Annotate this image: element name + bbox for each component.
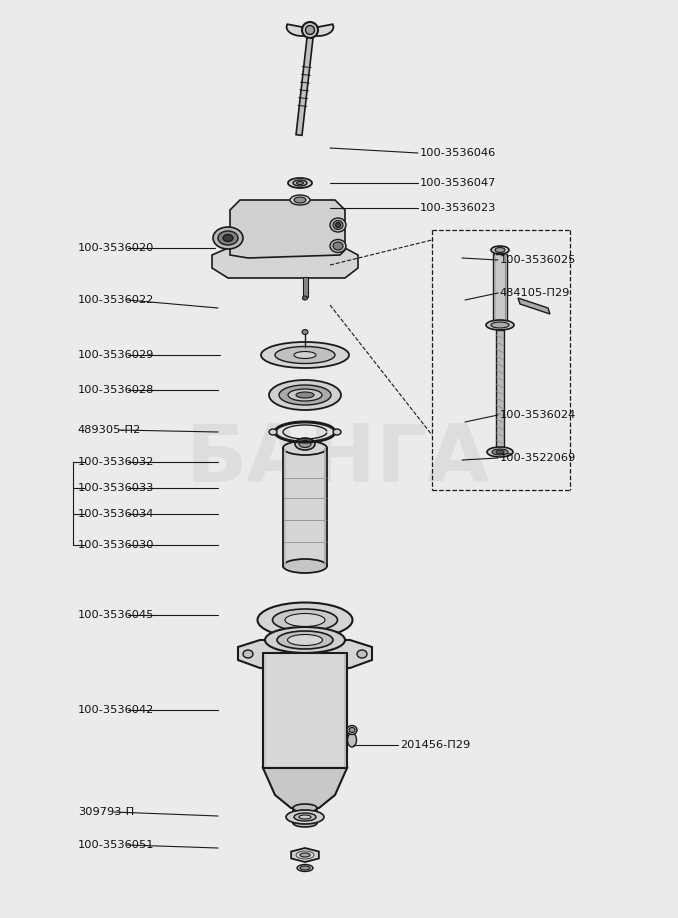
Ellipse shape <box>333 429 341 435</box>
Text: 100-3536042: 100-3536042 <box>78 705 155 715</box>
Ellipse shape <box>357 650 367 658</box>
Text: БАНГА: БАНГА <box>186 421 490 499</box>
Ellipse shape <box>297 865 313 871</box>
Polygon shape <box>291 848 319 862</box>
Text: 100-3536051: 100-3536051 <box>78 840 155 850</box>
Ellipse shape <box>302 330 308 334</box>
Text: 100-3536029: 100-3536029 <box>78 350 155 360</box>
Polygon shape <box>303 24 334 36</box>
Text: 100-3536020: 100-3536020 <box>78 243 155 253</box>
Ellipse shape <box>330 218 346 232</box>
Ellipse shape <box>486 320 514 330</box>
Ellipse shape <box>296 851 314 859</box>
Ellipse shape <box>487 447 513 457</box>
Ellipse shape <box>273 609 338 631</box>
Ellipse shape <box>333 242 343 250</box>
Ellipse shape <box>300 853 310 857</box>
Ellipse shape <box>285 613 325 626</box>
Text: 100-3536047: 100-3536047 <box>420 178 496 188</box>
Bar <box>496 330 504 450</box>
Ellipse shape <box>330 240 346 252</box>
Ellipse shape <box>299 441 311 447</box>
Text: 100-3536046: 100-3536046 <box>420 148 496 158</box>
Ellipse shape <box>261 342 349 368</box>
Polygon shape <box>518 298 550 314</box>
Ellipse shape <box>265 627 345 653</box>
Text: 100-3536023: 100-3536023 <box>420 203 496 213</box>
Ellipse shape <box>283 559 327 573</box>
Text: 100-3536033: 100-3536033 <box>78 483 155 493</box>
Ellipse shape <box>286 810 324 824</box>
Ellipse shape <box>348 733 357 747</box>
Polygon shape <box>287 24 317 36</box>
Text: 100-3536028: 100-3536028 <box>78 385 155 395</box>
Ellipse shape <box>299 815 311 819</box>
Ellipse shape <box>243 650 253 658</box>
Ellipse shape <box>218 231 238 245</box>
Polygon shape <box>263 768 347 808</box>
Ellipse shape <box>269 429 277 435</box>
Ellipse shape <box>269 380 341 410</box>
Polygon shape <box>230 200 345 258</box>
Ellipse shape <box>296 182 304 185</box>
Bar <box>263 653 347 768</box>
Ellipse shape <box>288 389 322 401</box>
Ellipse shape <box>296 392 314 398</box>
Ellipse shape <box>283 441 327 455</box>
Ellipse shape <box>275 346 335 364</box>
Ellipse shape <box>294 813 316 821</box>
Ellipse shape <box>287 634 323 645</box>
Ellipse shape <box>333 220 343 230</box>
Ellipse shape <box>290 195 310 205</box>
Text: 100-3536024: 100-3536024 <box>500 410 576 420</box>
Text: 489305-П2: 489305-П2 <box>78 425 141 435</box>
Ellipse shape <box>294 352 316 359</box>
Ellipse shape <box>302 296 308 300</box>
Ellipse shape <box>492 449 508 455</box>
Text: 100-3536025: 100-3536025 <box>500 255 576 265</box>
Ellipse shape <box>496 450 504 454</box>
Ellipse shape <box>336 222 340 228</box>
Ellipse shape <box>294 197 306 203</box>
Ellipse shape <box>279 385 331 405</box>
Ellipse shape <box>223 234 233 241</box>
Text: 201456-П29: 201456-П29 <box>400 740 471 750</box>
Ellipse shape <box>277 631 333 649</box>
Text: 484105-П29: 484105-П29 <box>500 288 570 298</box>
Text: 100-3536034: 100-3536034 <box>78 509 155 519</box>
Polygon shape <box>238 640 372 668</box>
Ellipse shape <box>293 180 307 186</box>
Polygon shape <box>212 248 358 278</box>
Text: 100-3536045: 100-3536045 <box>78 610 155 620</box>
Ellipse shape <box>213 227 243 249</box>
Ellipse shape <box>293 804 317 812</box>
Bar <box>493 254 507 324</box>
Ellipse shape <box>288 178 312 188</box>
Ellipse shape <box>347 725 357 734</box>
Ellipse shape <box>349 727 355 733</box>
Ellipse shape <box>491 322 509 328</box>
Ellipse shape <box>258 602 353 637</box>
Text: 100-3522069: 100-3522069 <box>500 453 576 463</box>
Text: 100-3536030: 100-3536030 <box>78 540 155 550</box>
Ellipse shape <box>295 438 315 450</box>
Ellipse shape <box>300 866 310 870</box>
Ellipse shape <box>495 248 505 252</box>
Ellipse shape <box>302 22 318 38</box>
Ellipse shape <box>306 26 315 35</box>
Bar <box>293 808 317 823</box>
Text: 100-3536032: 100-3536032 <box>78 457 155 467</box>
Bar <box>283 448 327 566</box>
Text: 309793-П: 309793-П <box>78 807 134 817</box>
Polygon shape <box>296 38 313 135</box>
Ellipse shape <box>293 819 317 827</box>
Bar <box>303 277 308 297</box>
Ellipse shape <box>491 246 509 254</box>
Text: 100-3536022: 100-3536022 <box>78 295 155 305</box>
